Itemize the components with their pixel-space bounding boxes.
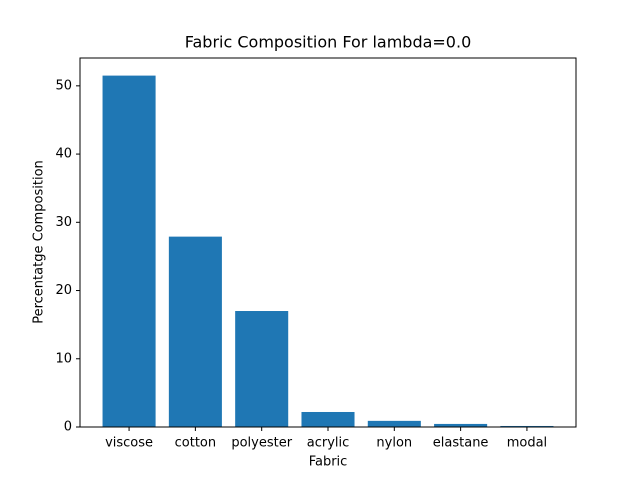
bar (102, 75, 156, 428)
bar (434, 423, 488, 427)
bar (168, 236, 222, 427)
bar (500, 425, 554, 427)
y-tick-label: 50 (55, 78, 72, 93)
x-tick-label: cotton (175, 436, 217, 451)
chart-title: Fabric Composition For lambda=0.0 (185, 33, 472, 52)
y-axis-label: Percentatge Composition (32, 160, 47, 324)
y-tick-label: 20 (55, 283, 72, 298)
x-tick-label: elastane (433, 436, 489, 451)
bar (367, 420, 421, 427)
x-tick-label: modal (507, 436, 547, 451)
x-tick-label: viscose (105, 436, 153, 451)
y-tick-label: 40 (55, 147, 72, 162)
x-tick-label: nylon (376, 436, 412, 451)
y-tick-label: 10 (55, 351, 72, 366)
bar (235, 311, 289, 427)
plot-frame (79, 57, 577, 428)
y-tick-label: 0 (64, 420, 72, 435)
x-axis-label: Fabric (309, 455, 348, 470)
bar (301, 411, 355, 427)
x-tick-label: acrylic (307, 436, 350, 451)
y-tick-label: 30 (55, 215, 72, 230)
x-tick-label: polyester (231, 436, 292, 451)
